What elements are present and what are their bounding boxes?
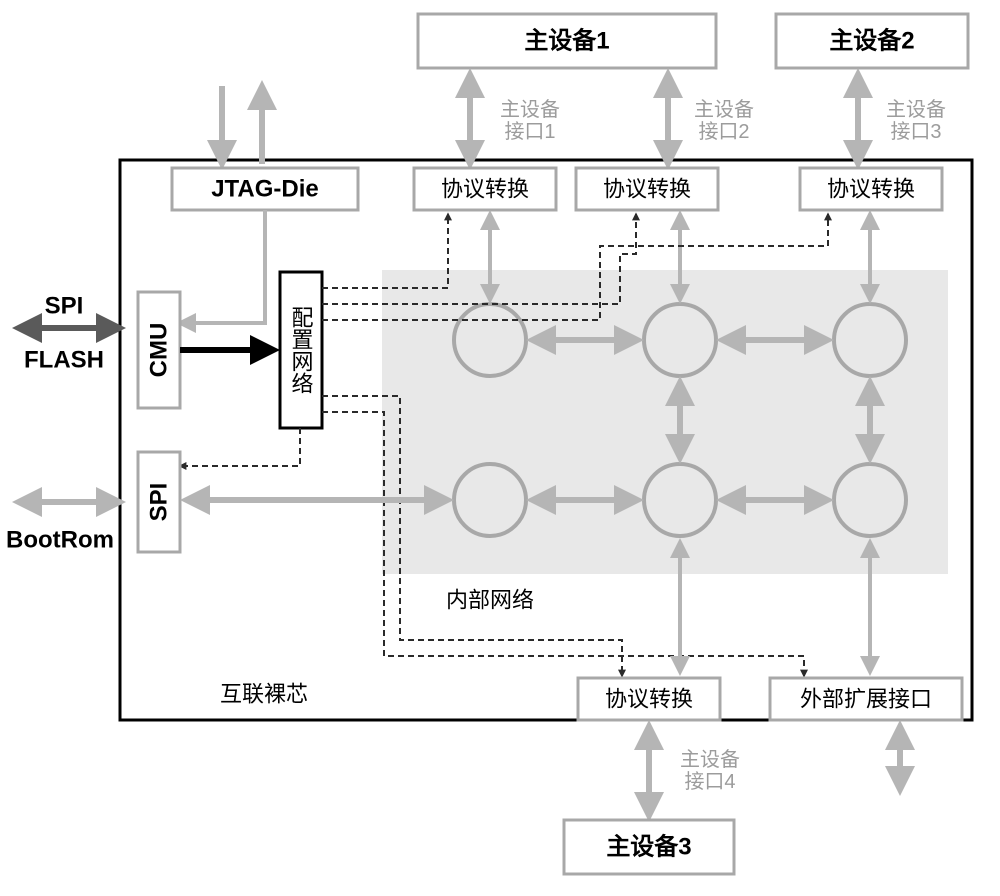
ext-port-label: 外部扩展接口 (800, 687, 932, 712)
master-device-1-label: 主设备1 (524, 27, 609, 55)
cmu-label: CMU (146, 323, 173, 378)
protocol-2-label: 协议转换 (603, 177, 691, 202)
flash-label: FLASH (24, 347, 104, 374)
jtag-die-label: JTAG-Die (211, 176, 319, 203)
interface-2-label: 主设备接口2 (694, 98, 754, 143)
diagram-root: 主设备1 主设备2 主设备接口1 主设备接口2 主设备接口3 JTAG-Die … (0, 0, 1000, 896)
interface-3-label: 主设备接口3 (886, 98, 946, 143)
config-net-label: 配置网络 (289, 306, 314, 394)
spi-box-label: SPI (146, 483, 173, 522)
protocol-4-label: 协议转换 (605, 687, 693, 712)
protocol-3-label: 协议转换 (827, 177, 915, 202)
internal-net-label: 内部网络 (446, 588, 534, 613)
bootrom-label: BootRom (6, 527, 114, 554)
interface-4-label: 主设备接口4 (680, 748, 740, 793)
master-device-2-label: 主设备2 (829, 27, 914, 55)
interface-1-label: 主设备接口1 (500, 98, 560, 143)
master-device-3-label: 主设备3 (606, 833, 691, 861)
protocol-1-label: 协议转换 (441, 177, 529, 202)
spi-flash-title: SPI (45, 293, 84, 320)
interconnect-label: 互联裸芯 (220, 682, 308, 707)
